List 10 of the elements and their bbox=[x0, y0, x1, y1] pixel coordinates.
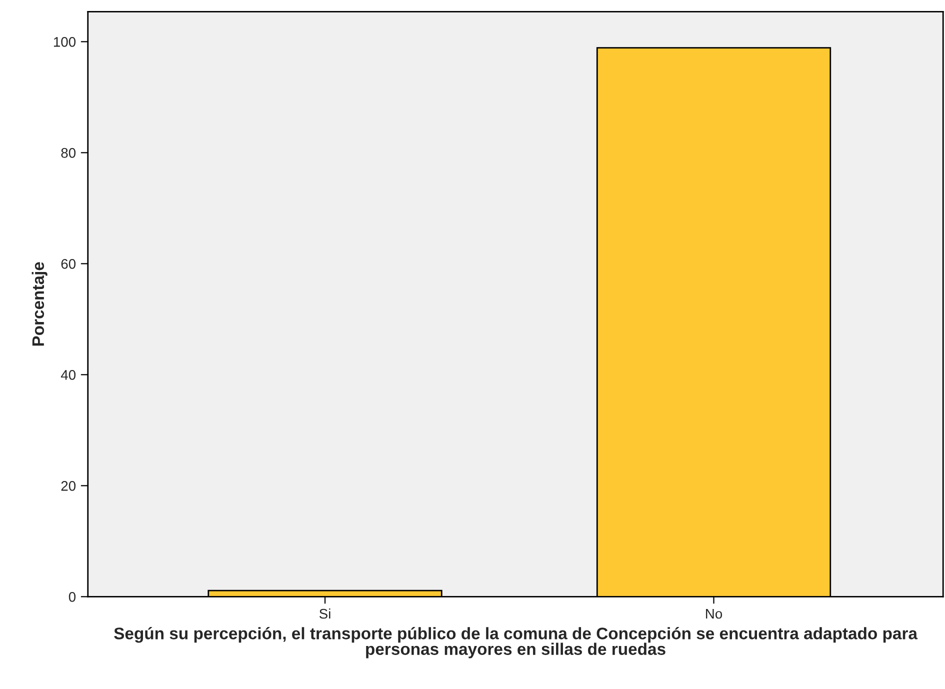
y-tick-label: 100 bbox=[54, 37, 76, 47]
y-tick-label: 80 bbox=[61, 148, 76, 158]
y-tick-label: 60 bbox=[61, 259, 76, 269]
y-axis-title: Porcentaje bbox=[32, 262, 48, 346]
x-tick-label: No bbox=[706, 608, 722, 619]
y-tick-label: 40 bbox=[60, 370, 76, 380]
y-tick-label: 0 bbox=[68, 592, 76, 602]
x-tick-label: Si bbox=[319, 608, 330, 619]
x-axis-title: Según su percepción, el transporte público de la comuna de Concepción se encuentra adaptado para personas mayores en sillas de ruedas bbox=[114, 626, 918, 658]
y-tick-label: 20 bbox=[61, 481, 76, 491]
